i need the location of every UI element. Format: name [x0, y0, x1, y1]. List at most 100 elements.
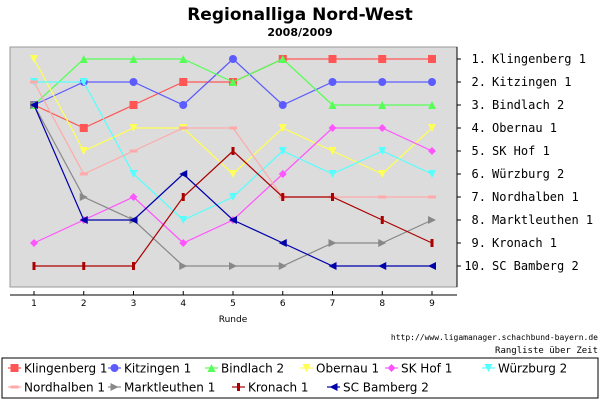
- data-point: [378, 55, 387, 63]
- legend-label: Bindlach 2: [221, 362, 284, 376]
- data-point: [378, 101, 387, 109]
- source-note: Rangliste über Zeit: [495, 346, 598, 356]
- plot-area: [9, 46, 458, 288]
- data-point: [278, 170, 287, 178]
- data-point: [229, 55, 237, 63]
- data-point: [179, 239, 188, 247]
- data-point: [428, 55, 436, 63]
- data-point: [79, 78, 88, 86]
- data-point: [229, 262, 237, 270]
- data-point: [428, 147, 436, 155]
- x-axis: 1 2 3 4 5 6 7 8 9: [10, 291, 457, 309]
- data-point: [328, 101, 337, 109]
- legend-item: Obernau 1: [300, 362, 379, 376]
- data-point: [278, 239, 287, 247]
- rank-label-team: Kronach 1: [492, 236, 557, 250]
- data-point: [428, 101, 436, 109]
- legend-item: Bindlach 2: [205, 362, 284, 376]
- data-point: [378, 78, 387, 86]
- legend-marker: [484, 364, 493, 372]
- x-tick-label: 7: [330, 299, 336, 309]
- data-point: [378, 195, 387, 199]
- data-point: [231, 147, 235, 155]
- rank-label-team: Nordhalben 1: [492, 190, 579, 204]
- rank-label-number: 3.: [472, 98, 486, 112]
- legend: Klingenberg 1 Kitzingen 1 Bindlach 2 Oberna…: [8, 362, 567, 395]
- data-point: [79, 193, 88, 201]
- legend-item: Marktleuthen 1: [108, 381, 215, 395]
- data-point: [328, 55, 337, 63]
- series-w-rzburg-2: [30, 78, 436, 224]
- data-point: [378, 147, 387, 155]
- legend-marker: [387, 364, 396, 372]
- data-point: [79, 216, 88, 224]
- data-point: [132, 262, 135, 270]
- chart-title: Regionalliga Nord-West: [187, 5, 413, 25]
- data-point: [281, 193, 285, 201]
- data-point: [181, 193, 185, 201]
- data-point: [179, 216, 188, 224]
- rank-label-team: SC Bamberg 2: [492, 259, 579, 273]
- data-point: [380, 216, 384, 224]
- data-point: [328, 170, 337, 178]
- legend-label: Kronach 1: [248, 381, 309, 395]
- rank-label-team: Bindlach 2: [492, 98, 564, 112]
- x-tick-label: 5: [230, 299, 236, 309]
- legend-item: SK Hof 1: [385, 362, 452, 376]
- x-tick-label: 6: [280, 299, 286, 309]
- series-sc-bamberg-2: [30, 101, 436, 270]
- rank-label-number: 9.: [472, 236, 486, 250]
- data-point: [428, 195, 436, 199]
- legend-item: Würzburg 2: [482, 362, 567, 376]
- rank-axis: 1. Klingenberg 1 2. Kitzingen 1 3. Bindlach 2…: [456, 47, 593, 287]
- data-point: [278, 147, 287, 155]
- data-point: [129, 193, 138, 201]
- data-point: [179, 126, 188, 130]
- x-tick-label: 1: [31, 299, 37, 309]
- legend-box: [1, 357, 599, 399]
- data-point: [79, 147, 88, 155]
- data-point: [229, 216, 237, 224]
- data-point: [30, 80, 38, 84]
- data-point: [328, 147, 337, 155]
- data-point: [229, 170, 237, 178]
- rank-label-number: 4.: [472, 121, 486, 135]
- rank-label-team: SK Hof 1: [492, 144, 550, 158]
- legend-item: Kronach 1: [232, 381, 309, 395]
- data-point: [129, 149, 138, 153]
- rank-label-team: Marktleuthen 1: [492, 213, 593, 227]
- legend-label: Obernau 1: [316, 362, 379, 376]
- rank-label-team: Obernau 1: [492, 121, 557, 135]
- rank-label-team: Kitzingen 1: [492, 75, 571, 89]
- x-axis-label: Runde: [219, 315, 248, 325]
- data-point: [328, 262, 337, 270]
- series-obernau-1: [30, 55, 436, 178]
- data-point: [378, 262, 387, 270]
- legend-marker: [207, 364, 216, 372]
- data-point: [328, 124, 337, 132]
- data-point: [129, 101, 138, 109]
- rank-label-number: 2.: [472, 75, 486, 89]
- legend-marker: [237, 383, 240, 391]
- x-tick-label: 8: [379, 299, 385, 309]
- rank-label-number: 1.: [472, 52, 486, 66]
- legend-label: Würzburg 2: [498, 362, 567, 376]
- series-marktleuthen-1: [30, 101, 436, 270]
- source-url: http://www.ligamanager.schachbund-bayern…: [391, 333, 598, 342]
- series-kronach-1: [32, 147, 434, 270]
- legend-marker: [10, 385, 19, 389]
- data-point: [129, 216, 138, 224]
- legend-item: Nordhalben 1: [8, 381, 105, 395]
- rank-label-number: 8.: [472, 213, 486, 227]
- data-point: [79, 124, 88, 132]
- chart-subtitle: 2008/2009: [267, 26, 332, 39]
- series-layer: [30, 55, 436, 270]
- data-point: [30, 101, 38, 109]
- data-point: [328, 239, 337, 247]
- legend-marker: [110, 383, 119, 391]
- legend-label: Marktleuthen 1: [124, 381, 215, 395]
- data-point: [328, 78, 337, 86]
- data-point: [179, 55, 188, 63]
- data-point: [428, 124, 436, 132]
